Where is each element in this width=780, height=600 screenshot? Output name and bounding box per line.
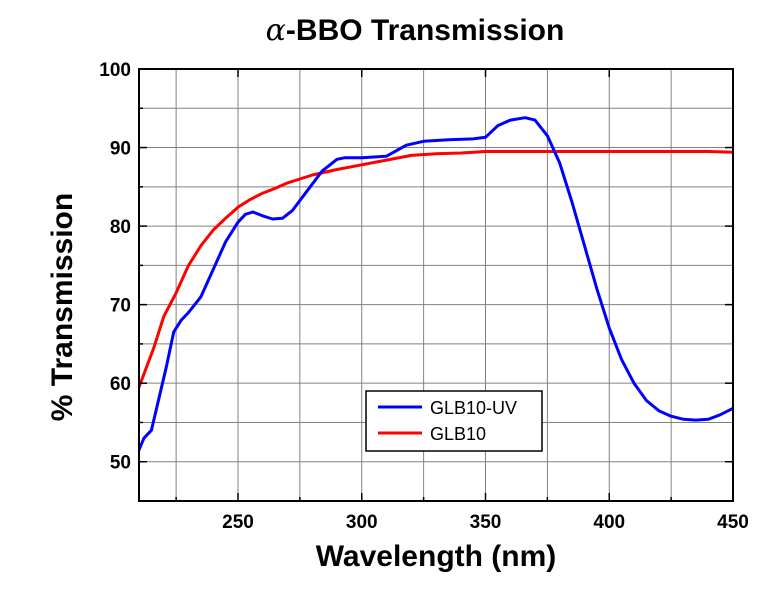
legend-box — [365, 390, 543, 452]
series-group — [139, 116, 733, 452]
y-axis-label: % Transmission — [46, 193, 79, 421]
legend-label-glb10-uv: GLB10-UV — [430, 398, 517, 418]
plot-frame — [138, 68, 734, 502]
y-tick-label: 70 — [110, 296, 131, 317]
x-tick-label: 350 — [470, 512, 502, 533]
legend: GLB10-UV GLB10 — [365, 390, 543, 452]
chart-title-alpha: α — [266, 13, 286, 48]
chart-title-text: -BBO Transmission — [286, 14, 564, 47]
tick-labels: 250 300 350 400 450 50 60 70 80 90 100 — [99, 60, 749, 533]
x-axis-label: Wavelength (nm) — [316, 540, 557, 573]
chart-title: α-BBO Transmission — [266, 13, 565, 48]
y-tick-label: 60 — [110, 374, 131, 395]
y-tick-label: 90 — [110, 139, 131, 160]
y-tick-label: 50 — [110, 453, 131, 474]
series-line-glb10 — [139, 150, 733, 389]
x-tick-label: 300 — [346, 512, 378, 533]
grid — [139, 69, 733, 501]
x-tick-label: 400 — [593, 512, 625, 533]
y-tick-label: 100 — [99, 60, 131, 81]
legend-label-glb10: GLB10 — [430, 424, 486, 444]
x-tick-label: 450 — [717, 512, 749, 533]
series-line-glb10-uv — [139, 116, 733, 452]
y-tick-label: 80 — [110, 217, 131, 238]
ticks — [139, 68, 734, 501]
x-tick-label: 250 — [222, 512, 254, 533]
